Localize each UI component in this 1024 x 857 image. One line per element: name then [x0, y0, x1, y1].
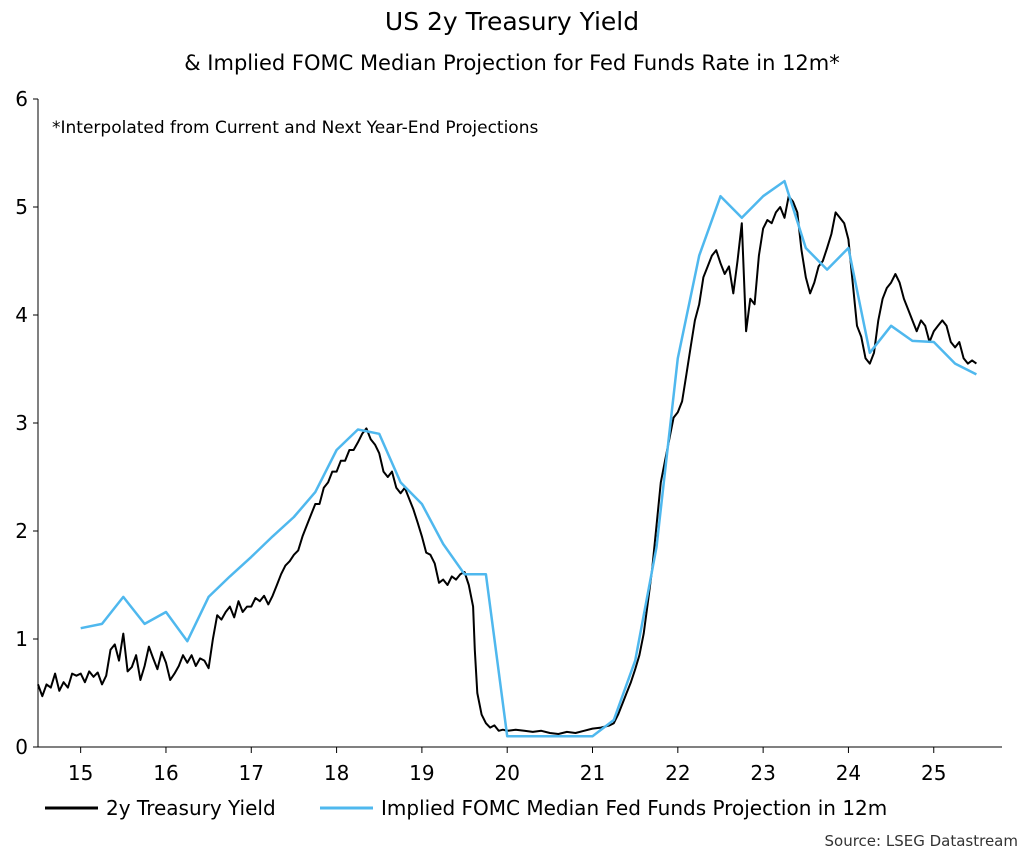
y-tick-label: 2: [15, 519, 28, 543]
x-tick-label: 25: [921, 761, 946, 785]
source-note: Source: LSEG Datastream: [825, 832, 1018, 850]
series-layer: [37, 179, 977, 738]
series-line-2y-treasury-yield: [37, 195, 977, 735]
x-tick-label: 18: [324, 761, 349, 785]
x-tick-label: 21: [580, 761, 605, 785]
x-tick-label: 20: [494, 761, 519, 785]
series-line-fomc-projection: [80, 179, 977, 738]
x-tick-label: 15: [68, 761, 93, 785]
x-tick-label: 16: [153, 761, 178, 785]
x-tick-label: 22: [665, 761, 690, 785]
x-ticks: 15 16 17 18 19 20 21 22 23 24 25: [68, 747, 946, 785]
y-tick-label: 6: [15, 87, 28, 111]
y-tick-label: 3: [15, 411, 28, 435]
x-tick-label: 23: [750, 761, 775, 785]
legend-label-2y-yield: 2y Treasury Yield: [106, 796, 276, 820]
y-tick-label: 4: [15, 303, 28, 327]
y-tick-label: 5: [15, 195, 28, 219]
legend-label-fomc: Implied FOMC Median Fed Funds Projection…: [381, 796, 887, 820]
legend: 2y Treasury Yield Implied FOMC Median Fe…: [45, 796, 887, 820]
chart-title: US 2y Treasury Yield: [385, 7, 639, 36]
chart-subtitle: & Implied FOMC Median Projection for Fed…: [184, 51, 840, 75]
y-ticks: 0 1 2 3 4 5 6: [15, 87, 38, 759]
y-tick-label: 1: [15, 627, 28, 651]
chart-note: *Interpolated from Current and Next Year…: [52, 118, 538, 138]
y-tick-label: 0: [15, 735, 28, 759]
x-tick-label: 24: [836, 761, 861, 785]
x-tick-label: 19: [409, 761, 434, 785]
x-tick-label: 17: [239, 761, 264, 785]
